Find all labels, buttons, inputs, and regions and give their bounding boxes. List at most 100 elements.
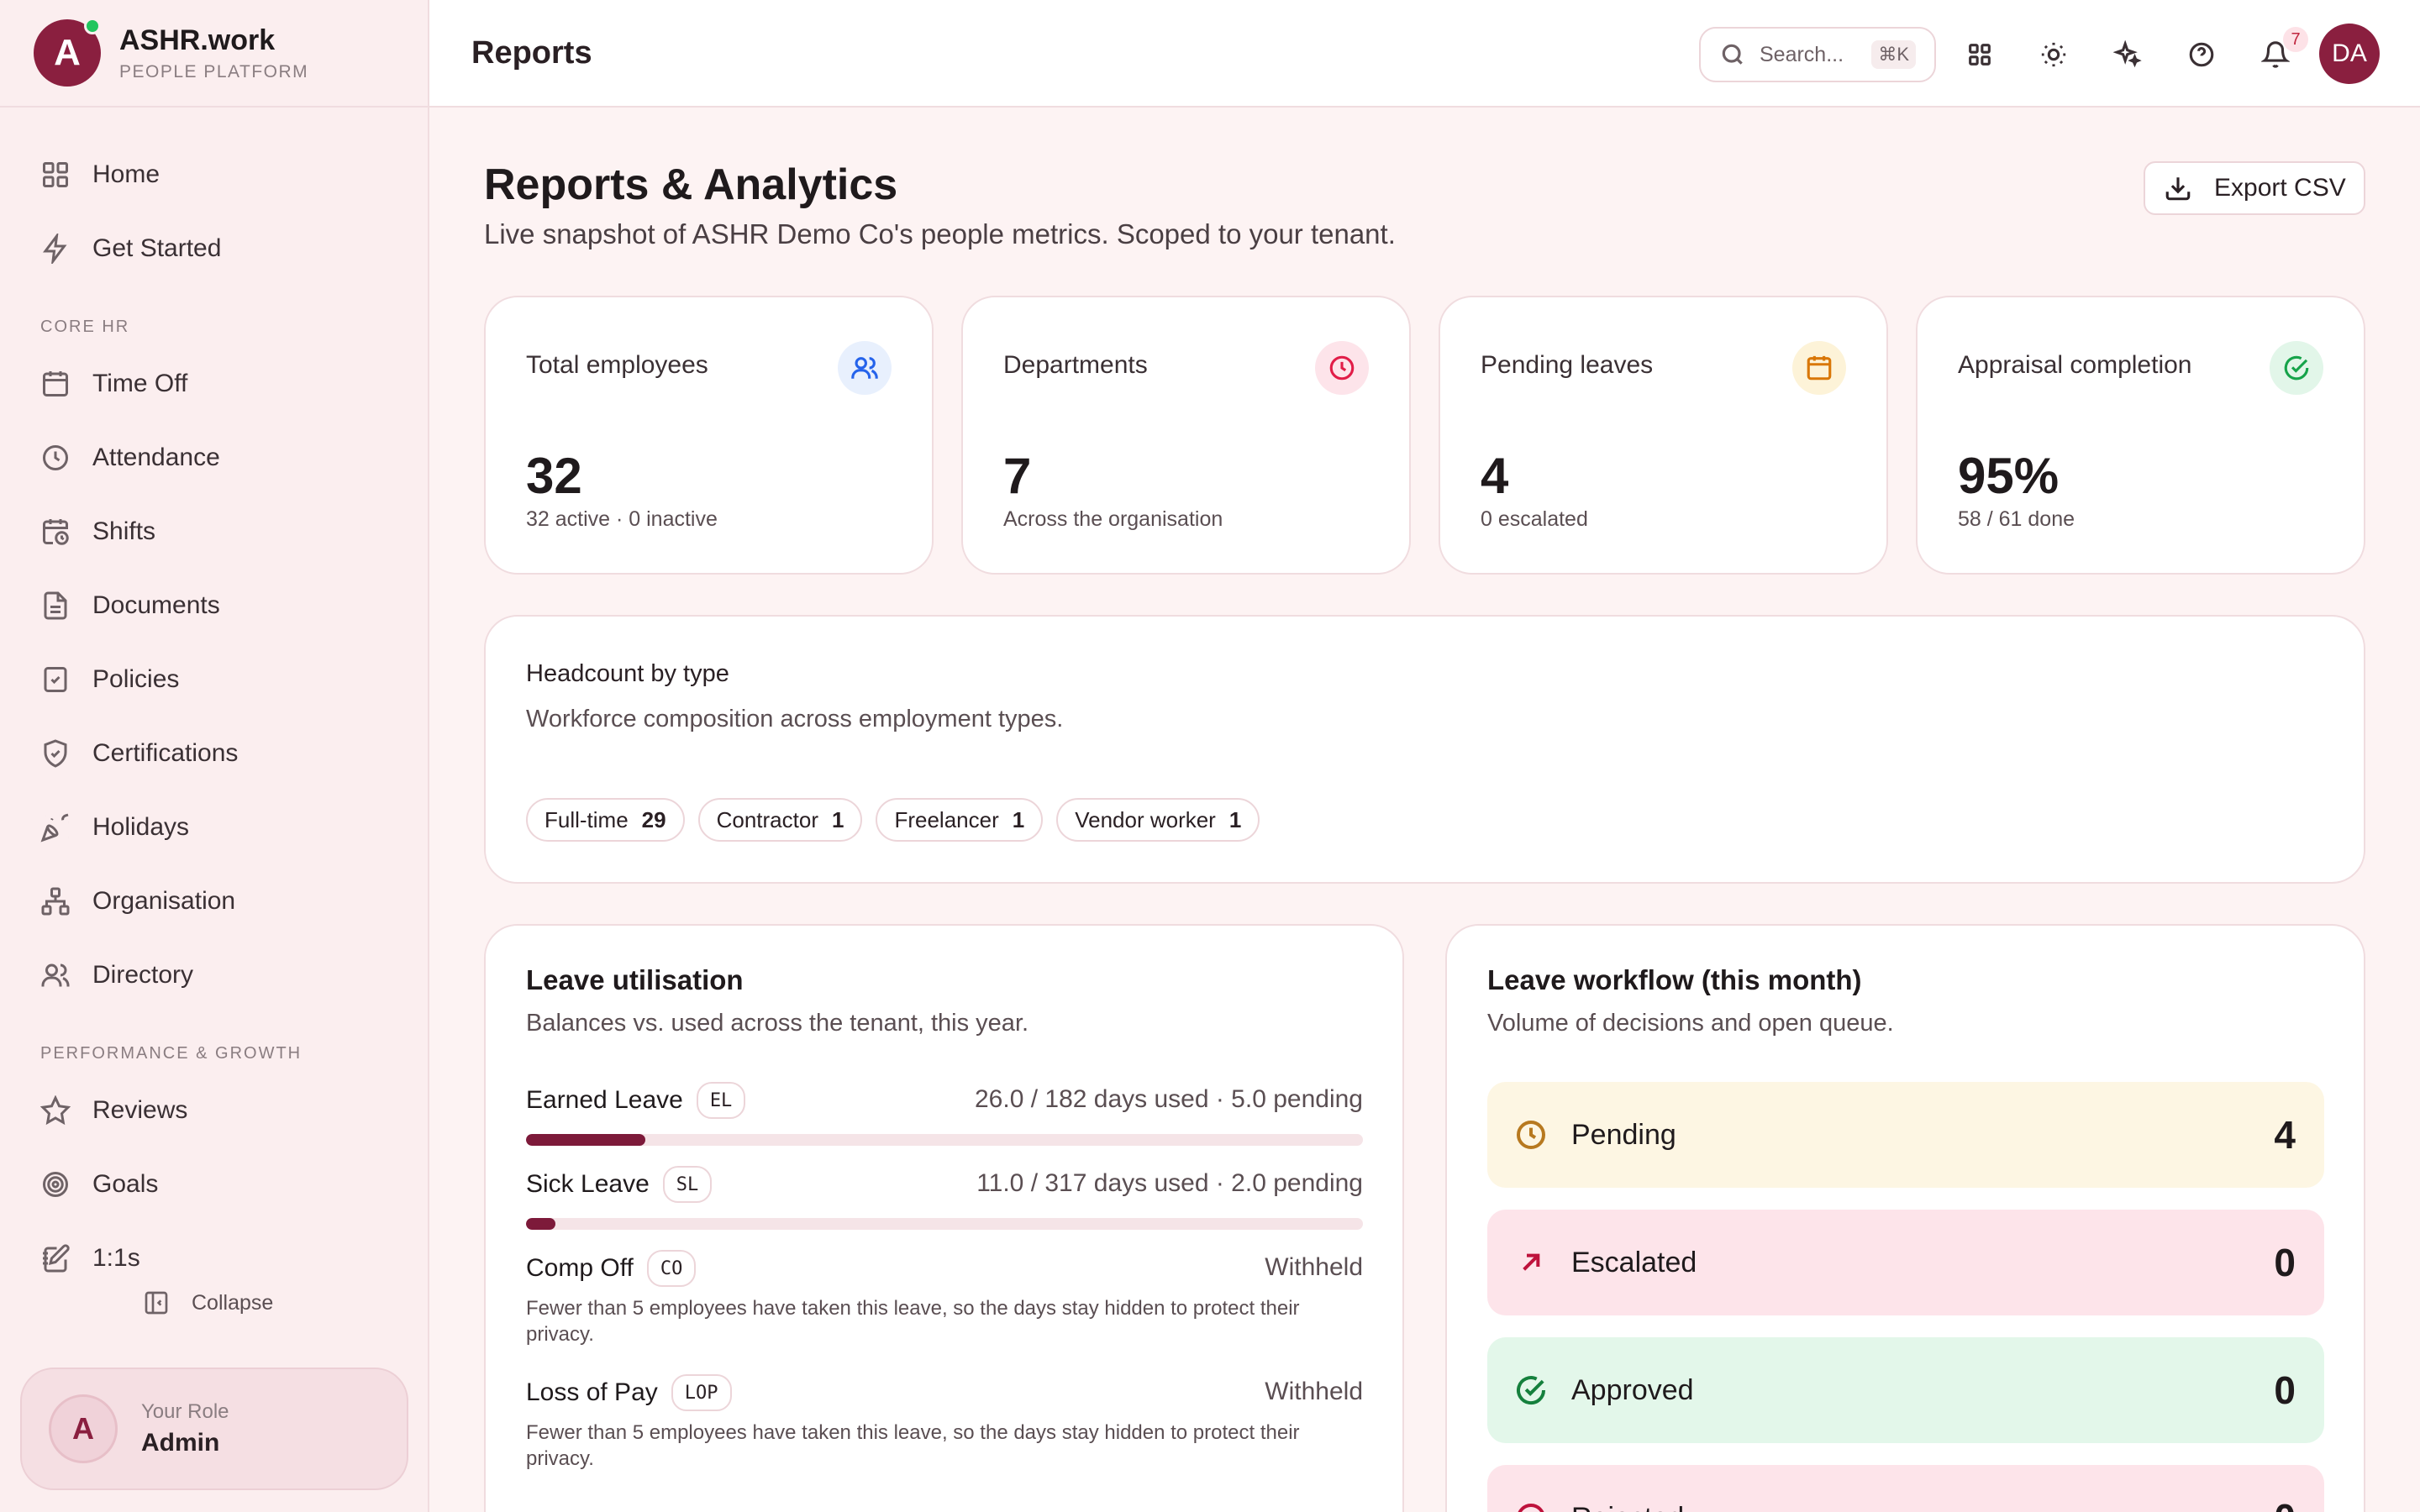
help-circle-icon — [2189, 42, 2214, 67]
sidebar-item-attendance[interactable]: Attendance — [0, 421, 428, 495]
leave-name: Earned Leave — [526, 1086, 683, 1114]
star-icon — [40, 1095, 71, 1126]
sidebar-item-label: Organisation — [92, 887, 236, 915]
online-status-dot — [84, 18, 101, 34]
sidebar-nav: Home Get Started CORE HR Time Off Attend… — [0, 108, 428, 1295]
apps-button[interactable] — [1959, 34, 2001, 76]
clipboard-check-icon — [44, 667, 67, 692]
org-chart-icon — [41, 887, 70, 916]
export-csv-button[interactable]: Export CSV — [2144, 161, 2365, 215]
leave-progress-bar — [526, 1218, 1363, 1230]
shield-check-icon — [44, 739, 67, 768]
leave-row: Loss of Pay LOP Withheld Fewer than 5 emp… — [526, 1374, 1363, 1472]
stat-label: Pending leaves — [1481, 351, 1654, 379]
sidebar-item-time-off[interactable]: Time Off — [0, 347, 428, 421]
stat-label: Departments — [1003, 351, 1148, 379]
search-icon — [1722, 44, 1743, 65]
collapse-label: Collapse — [192, 1290, 274, 1315]
leave-code: SL — [662, 1166, 713, 1203]
stat-icon-box — [838, 341, 892, 395]
sidebar-item-label: Goals — [92, 1170, 159, 1198]
page-subtitle: Live snapshot of ASHR Demo Co's people m… — [484, 218, 1396, 249]
leave-status: Withheld — [1265, 1253, 1363, 1281]
sidebar-item-holidays[interactable]: Holidays — [0, 790, 428, 864]
leave-name: Sick Leave — [526, 1170, 650, 1198]
workflow-approved-row[interactable]: Approved 0 — [1487, 1337, 2324, 1443]
sidebar-item-shifts[interactable]: Shifts — [0, 495, 428, 569]
download-icon — [2165, 177, 2191, 201]
sun-icon — [2041, 42, 2066, 67]
role-card[interactable]: A Your Role Admin — [20, 1368, 408, 1490]
search-shortcut: ⌘K — [1871, 40, 1916, 69]
sidebar-item-documents[interactable]: Documents — [0, 569, 428, 643]
leave-code: CO — [646, 1250, 697, 1287]
leave-code: EL — [696, 1082, 746, 1119]
sidebar-item-certifications[interactable]: Certifications — [0, 717, 428, 790]
workflow-label: Escalated — [1571, 1246, 1697, 1278]
search-placeholder: Search... — [1760, 42, 1844, 66]
top-bar: Reports Search... ⌘K 7 DA — [429, 0, 2420, 108]
notebook-pen-icon — [43, 1244, 70, 1273]
leave-code: LOP — [671, 1374, 732, 1411]
sidebar-item-get-started[interactable]: Get Started — [0, 212, 428, 286]
ai-assistant-button[interactable] — [2107, 34, 2149, 76]
calendar-icon — [43, 371, 68, 396]
sidebar-item-home[interactable]: Home — [0, 138, 428, 212]
workflow-pending-row[interactable]: Pending 4 — [1487, 1082, 2324, 1188]
panel-collapse-icon — [145, 1291, 168, 1315]
workflow-rejected-row[interactable]: Rejected 0 — [1487, 1465, 2324, 1512]
brand-name: ASHR.work — [119, 24, 276, 56]
bolt-icon — [43, 234, 67, 264]
leave-progress-fill — [526, 1134, 646, 1146]
clock-icon — [1517, 1121, 1545, 1149]
sidebar-item-label: Time Off — [92, 370, 188, 397]
headcount-chip: Contractor 1 — [697, 798, 863, 842]
collapse-button[interactable]: Collapse — [143, 1289, 273, 1316]
calendar-clock-icon — [43, 519, 69, 545]
arrow-up-right-icon — [1523, 1253, 1540, 1271]
stat-subtext: 0 escalated — [1481, 507, 1588, 531]
apps-grid-icon — [1969, 44, 1991, 66]
workflow-escalated-row[interactable]: Escalated 0 — [1487, 1210, 2324, 1315]
sidebar-item-reviews[interactable]: Reviews — [0, 1074, 428, 1147]
clock-icon — [1329, 355, 1355, 381]
users-icon — [41, 963, 70, 987]
stat-icon-box — [1792, 341, 1846, 395]
sidebar-item-label: Shifts — [92, 517, 156, 545]
sidebar-item-goals[interactable]: Goals — [0, 1147, 428, 1221]
bell-icon — [2261, 41, 2290, 68]
brand-logo[interactable]: A — [34, 18, 101, 87]
sidebar-item-directory[interactable]: Directory — [0, 938, 428, 1012]
help-button[interactable] — [2181, 34, 2223, 76]
leave-status: 11.0 / 317 days used · 2.0 pending — [976, 1169, 1363, 1197]
leave-progress-fill — [526, 1218, 555, 1230]
sidebar-item-label: Policies — [92, 665, 180, 693]
headcount-title: Headcount by type — [526, 660, 729, 687]
sidebar-item-label: Reviews — [92, 1096, 188, 1124]
stat-label: Total employees — [526, 351, 708, 379]
leave-privacy-note: Fewer than 5 employees have taken this l… — [526, 1421, 1300, 1471]
theme-toggle-button[interactable] — [2033, 34, 2075, 76]
nav-section-performance: PERFORMANCE & GROWTH — [40, 1044, 302, 1063]
stat-card-total-employees: Total employees 32 32 active · 0 inactiv… — [484, 296, 934, 575]
search-input[interactable]: Search... ⌘K — [1699, 27, 1936, 82]
user-avatar[interactable]: DA — [2319, 24, 2380, 84]
headcount-description: Workforce composition across employment … — [526, 706, 1064, 732]
leave-status: Withheld — [1265, 1378, 1363, 1405]
sidebar-item-organisation[interactable]: Organisation — [0, 864, 428, 938]
page-title: Reports & Analytics — [484, 160, 898, 209]
brand: A ASHR.work PEOPLE PLATFORM — [0, 0, 428, 108]
workflow-count: 0 — [2274, 1241, 2296, 1284]
sidebar-item-policies[interactable]: Policies — [0, 643, 428, 717]
check-circle-icon — [1517, 1376, 1546, 1405]
workflow-label: Pending — [1571, 1118, 1676, 1151]
sidebar-item-one-on-ones[interactable]: 1:1s — [0, 1221, 428, 1295]
sidebar-item-label: Attendance — [92, 444, 220, 471]
role-avatar: A — [49, 1394, 118, 1463]
stat-value: 95% — [1958, 448, 2060, 504]
notifications-button[interactable]: 7 — [2254, 27, 2308, 76]
headcount-chip: Vendor worker 1 — [1056, 798, 1260, 842]
workflow-label: Approved — [1571, 1373, 1694, 1406]
stat-card-pending-leaves: Pending leaves 4 0 escalated — [1439, 296, 1888, 575]
leave-row: Comp Off CO Withheld Fewer than 5 employe… — [526, 1250, 1363, 1347]
